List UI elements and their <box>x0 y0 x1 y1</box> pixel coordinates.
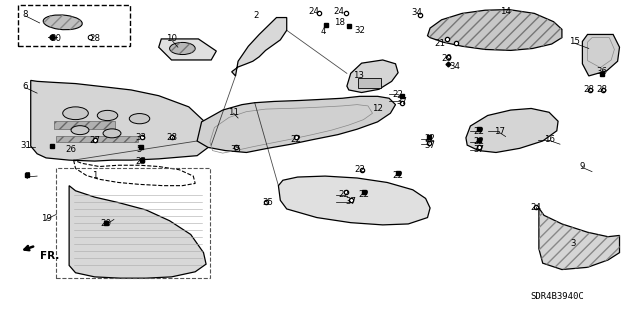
Text: 3: 3 <box>570 239 575 248</box>
Text: 30: 30 <box>51 34 62 43</box>
Text: 22: 22 <box>339 190 350 199</box>
Polygon shape <box>54 121 115 129</box>
Text: 17: 17 <box>493 127 505 136</box>
Text: 32: 32 <box>354 26 365 35</box>
Text: 21: 21 <box>435 39 446 48</box>
Text: 27: 27 <box>89 136 100 145</box>
Polygon shape <box>582 34 620 76</box>
Text: 22: 22 <box>392 90 404 99</box>
Text: 19: 19 <box>41 214 51 223</box>
Text: 35: 35 <box>262 198 273 207</box>
Text: 24: 24 <box>333 7 345 16</box>
Text: 10: 10 <box>166 34 177 43</box>
Text: 2: 2 <box>253 11 259 20</box>
Text: 24: 24 <box>308 7 319 16</box>
Polygon shape <box>56 136 138 142</box>
Circle shape <box>63 107 88 120</box>
Text: 16: 16 <box>543 135 555 144</box>
Text: 22: 22 <box>473 137 484 146</box>
Text: 11: 11 <box>228 108 239 117</box>
Text: 12: 12 <box>372 104 383 113</box>
Text: 31: 31 <box>20 141 31 150</box>
Text: 8: 8 <box>23 10 28 19</box>
Text: 22: 22 <box>358 190 369 199</box>
Text: 13: 13 <box>353 71 364 80</box>
Text: 26: 26 <box>65 145 76 154</box>
Text: 28: 28 <box>89 34 100 43</box>
Text: 34: 34 <box>449 62 460 70</box>
Bar <box>18 5 130 46</box>
Ellipse shape <box>170 42 195 55</box>
Polygon shape <box>31 80 211 161</box>
Polygon shape <box>69 186 206 278</box>
Polygon shape <box>159 39 216 60</box>
Text: 14: 14 <box>500 7 511 16</box>
Text: 22: 22 <box>392 171 404 180</box>
Text: 24: 24 <box>531 204 542 212</box>
Text: 35: 35 <box>230 145 241 154</box>
Text: 37: 37 <box>345 197 356 206</box>
Circle shape <box>129 114 150 124</box>
Ellipse shape <box>43 15 83 30</box>
Text: 29: 29 <box>442 54 452 63</box>
Circle shape <box>103 129 121 138</box>
Text: 15: 15 <box>568 37 580 46</box>
Polygon shape <box>232 18 287 76</box>
Polygon shape <box>347 60 398 93</box>
Text: 28: 28 <box>596 85 607 94</box>
Text: SDR4B3940C: SDR4B3940C <box>530 292 584 300</box>
Polygon shape <box>278 176 430 225</box>
Text: 34: 34 <box>412 8 423 17</box>
Polygon shape <box>197 96 396 152</box>
Text: 1: 1 <box>92 171 97 180</box>
Text: 4: 4 <box>321 27 326 36</box>
Polygon shape <box>466 108 558 152</box>
Circle shape <box>71 126 89 135</box>
Polygon shape <box>358 78 381 88</box>
Text: 7: 7 <box>24 172 29 181</box>
Text: 36: 36 <box>596 67 607 76</box>
Text: 22: 22 <box>424 134 436 143</box>
Text: 28: 28 <box>166 133 177 142</box>
Polygon shape <box>428 10 562 50</box>
Text: 20: 20 <box>100 219 111 228</box>
Text: 6: 6 <box>23 82 28 91</box>
Text: 33: 33 <box>135 133 147 142</box>
Text: 37: 37 <box>396 97 408 106</box>
Bar <box>56 168 210 278</box>
Text: 37: 37 <box>424 141 436 150</box>
Text: 25: 25 <box>135 157 147 166</box>
Text: 28: 28 <box>583 85 595 94</box>
Text: 22: 22 <box>473 127 484 136</box>
Text: 37: 37 <box>473 145 484 154</box>
Text: 22: 22 <box>290 135 301 144</box>
Text: 22: 22 <box>354 165 365 174</box>
Polygon shape <box>539 208 620 270</box>
Text: FR.: FR. <box>40 251 59 261</box>
Circle shape <box>97 110 118 121</box>
Text: 18: 18 <box>333 18 345 27</box>
Text: 5: 5 <box>137 145 142 154</box>
Text: 9: 9 <box>580 162 585 171</box>
